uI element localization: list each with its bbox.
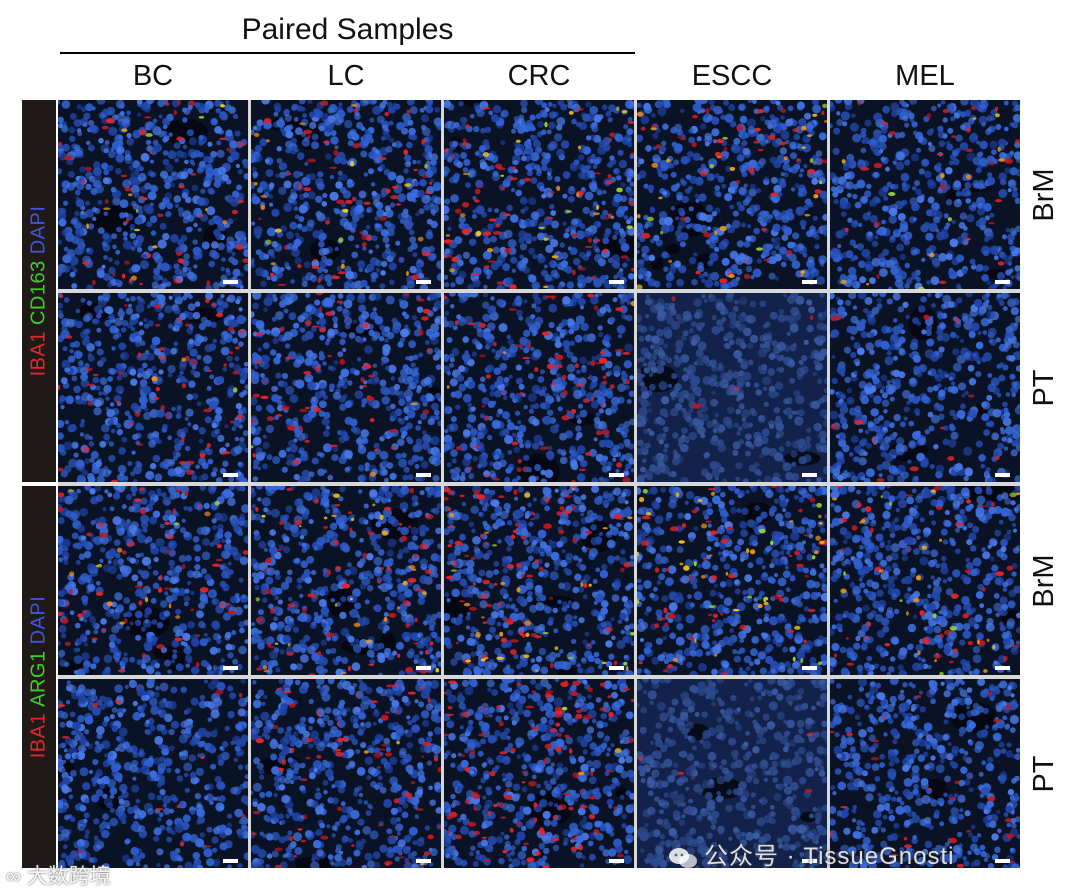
stain-band-arg1: IBA1 ARG1 DAPI: [22, 486, 56, 868]
micrograph-mel-brm-cd163: [830, 100, 1020, 289]
row-label-brm-1: BrM: [1028, 167, 1060, 222]
scale-bar: [609, 473, 624, 477]
tissue-image: [251, 679, 441, 868]
micrograph-grid: [58, 100, 1020, 868]
micrograph-lc-pt-cd163: [251, 293, 441, 482]
micrograph-lc-brm-cd163: [251, 100, 441, 289]
tissue-image: [58, 100, 248, 289]
tissue-image: [251, 486, 441, 675]
micrograph-lc-pt-arg1: [251, 679, 441, 868]
scale-bar: [416, 859, 431, 863]
micrograph-crc-brm-arg1: [444, 486, 634, 675]
row-label-brm-2: BrM: [1028, 553, 1060, 608]
row-label-pt-2: PT: [1028, 754, 1060, 793]
scale-bar: [416, 473, 431, 477]
row-label-pt-1: PT: [1028, 368, 1060, 407]
scale-bar: [995, 473, 1010, 477]
micrograph-escc-pt-cd163: [637, 293, 827, 482]
column-label-lc: LC: [327, 60, 365, 92]
tissue-image: [58, 679, 248, 868]
tissue-image: [444, 100, 634, 289]
tissue-image: [830, 100, 1020, 289]
scale-bar: [416, 280, 431, 284]
paired-samples-title: Paired Samples: [241, 13, 454, 46]
micrograph-escc-pt-arg1: [637, 679, 827, 868]
micrograph-bc-pt-cd163: [58, 293, 248, 482]
tissue-image: [444, 486, 634, 675]
micrograph-bc-brm-arg1: [58, 486, 248, 675]
scale-bar: [802, 859, 817, 863]
tissue-image: [637, 679, 827, 868]
marker-dapi: DAPI: [27, 595, 50, 645]
column-label-crc: CRC: [507, 60, 571, 92]
paired-samples-rule: [60, 52, 635, 54]
micrograph-escc-brm-cd163: [637, 100, 827, 289]
micrograph-mel-brm-arg1: [830, 486, 1020, 675]
scale-bar: [223, 859, 238, 863]
tissue-image: [637, 100, 827, 289]
micrograph-mel-pt-arg1: [830, 679, 1020, 868]
scale-bar: [802, 280, 817, 284]
tissue-image: [830, 293, 1020, 482]
scale-bar: [223, 473, 238, 477]
scale-bar: [223, 280, 238, 284]
tissue-image: [637, 293, 827, 482]
tissue-image: [58, 486, 248, 675]
scale-bar: [802, 666, 817, 670]
scale-bar: [609, 666, 624, 670]
micrograph-mel-pt-cd163: [830, 293, 1020, 482]
marker-cd163: CD163: [27, 260, 50, 326]
tissue-image: [444, 293, 634, 482]
tissue-image: [830, 679, 1020, 868]
scale-bar: [416, 666, 431, 670]
micrograph-lc-brm-arg1: [251, 486, 441, 675]
scale-bar: [609, 280, 624, 284]
micrograph-crc-pt-cd163: [444, 293, 634, 482]
marker-iba1: IBA1: [27, 712, 50, 759]
tissue-image: [444, 679, 634, 868]
column-label-mel: MEL: [895, 60, 955, 92]
marker-arg1: ARG1: [27, 650, 50, 707]
micrograph-crc-pt-arg1: [444, 679, 634, 868]
tissue-image: [251, 293, 441, 482]
scale-bar: [995, 859, 1010, 863]
micrograph-bc-brm-cd163: [58, 100, 248, 289]
wechat-icon: [669, 847, 697, 868]
stain-band-cd163: IBA1 CD163 DAPI: [22, 100, 56, 482]
watermark-left: ∞ 大数跨境: [6, 865, 111, 888]
tissue-image: [830, 486, 1020, 675]
scale-bar: [995, 666, 1010, 670]
stain-label-arg1: IBA1 ARG1 DAPI: [28, 593, 51, 762]
marker-iba1: IBA1: [27, 331, 50, 377]
tissue-image: [637, 486, 827, 675]
micrograph-bc-pt-arg1: [58, 679, 248, 868]
scale-bar: [223, 666, 238, 670]
column-label-bc: BC: [132, 60, 174, 92]
marker-dapi: DAPI: [27, 205, 50, 255]
tissue-image: [251, 100, 441, 289]
watermark-right: 公众号 · TissueGnosti: [668, 836, 955, 871]
micrograph-crc-brm-cd163: [444, 100, 634, 289]
scale-bar: [995, 280, 1010, 284]
scale-bar: [802, 473, 817, 477]
watermark-logo-icon: ∞: [6, 865, 27, 888]
tissue-image: [58, 293, 248, 482]
scale-bar: [609, 859, 624, 863]
column-label-escc: ESCC: [691, 60, 773, 92]
stain-label-cd163: IBA1 CD163 DAPI: [28, 203, 51, 380]
micrograph-escc-brm-arg1: [637, 486, 827, 675]
